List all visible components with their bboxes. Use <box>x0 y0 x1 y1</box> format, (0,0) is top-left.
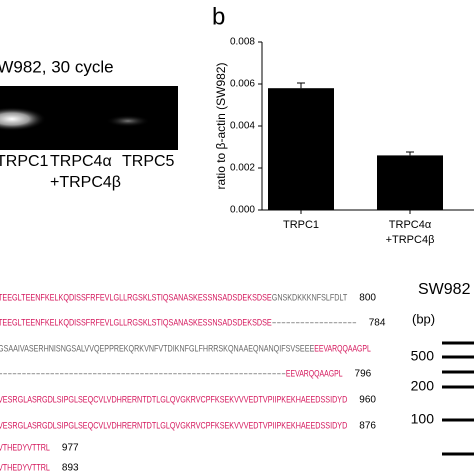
sequence-segment: GNSKDKKKNFSLFDLT <box>272 293 348 304</box>
gel-band <box>0 107 46 131</box>
gel-lane-label: TRPC4α <box>50 153 112 170</box>
ladder-title: SW982 <box>418 281 471 298</box>
y-tick-label: 0.002 <box>230 163 255 174</box>
ladder-mark-label: 200 <box>411 378 435 394</box>
residue-number: 960 <box>359 395 376 406</box>
gel-title: SW982, 30 cycle <box>0 57 114 76</box>
gel-lane-label: +TRPC4β <box>50 174 121 191</box>
ladder-mark-label: 500 <box>411 348 435 364</box>
y-tick-label: 0.006 <box>230 79 255 90</box>
sequence-segment: VESRGLASRGDLSIPGLSEQCVLVDHRERNTDTLGLQVGK… <box>0 395 347 406</box>
sequence-segment: EEVARQQAAGPL <box>286 369 343 380</box>
residue-number: 784 <box>369 318 386 329</box>
y-tick-label: 0.008 <box>230 37 255 48</box>
ladder-bands <box>442 341 474 456</box>
ladder-unit: (bp) <box>412 311 435 326</box>
gel-lane-label: TRPC5 <box>122 153 175 170</box>
error-bar <box>297 82 305 89</box>
sequence-segment: TEEGLTEENFKELKQDISSFRFEVLGLLRGSKLSTIQSAN… <box>0 318 272 329</box>
bar-chart: ratio to β-actin (SW982) 0.000 0.002 0.004 0… <box>214 37 474 246</box>
sequence-segment: VTHEDYVTTRL <box>0 463 50 474</box>
panel-label: b <box>212 3 225 30</box>
sequence-segment: VESRGLASRGDLSIPGLSEQCVLVDHRERNTDTLGLQVGK… <box>0 421 347 432</box>
gel-lane-label: TRPC1 <box>0 153 49 170</box>
bar <box>377 155 443 210</box>
bar <box>268 88 334 210</box>
sequence-segment: ----------------------------------------… <box>0 369 286 380</box>
sequence-segment: GSAAIVASERHNISNGSALVVQEPPREKQRKVNFVTDIKN… <box>0 344 314 355</box>
y-tick-label: 0.004 <box>230 121 255 132</box>
sequence-alignment: TEEGLTEENFKELKQDISSFRFEVLGLLRGSKLSTIQSAN… <box>0 293 386 474</box>
y-tick-label: 0.000 <box>230 205 255 216</box>
x-tick-label: TRPC4α <box>389 219 432 231</box>
x-tick-label: TRPC1 <box>283 219 319 231</box>
sequence-segment: ------------------ <box>272 318 357 329</box>
residue-number: 893 <box>62 463 79 474</box>
residue-number: 977 <box>62 443 79 454</box>
ladder: SW982 (bp) 500 200 100 <box>411 281 474 456</box>
ladder-mark-label: 100 <box>411 411 435 427</box>
residue-number: 876 <box>359 421 376 432</box>
sequence-segment: VTHEDYVTTRL <box>0 443 50 454</box>
sequence-segment: EEVARQQAAGPL <box>314 344 371 355</box>
error-bar <box>406 151 414 156</box>
residue-number: 796 <box>355 369 372 380</box>
y-axis-label: ratio to β-actin (SW982) <box>214 63 228 190</box>
gel-band <box>106 115 150 127</box>
sequence-segment: TEEGLTEENFKELKQDISSFRFEVLGLLRGSKLSTIQSAN… <box>0 293 272 304</box>
x-tick-label: +TRPC4β <box>386 234 435 246</box>
residue-number: 800 <box>359 293 376 304</box>
